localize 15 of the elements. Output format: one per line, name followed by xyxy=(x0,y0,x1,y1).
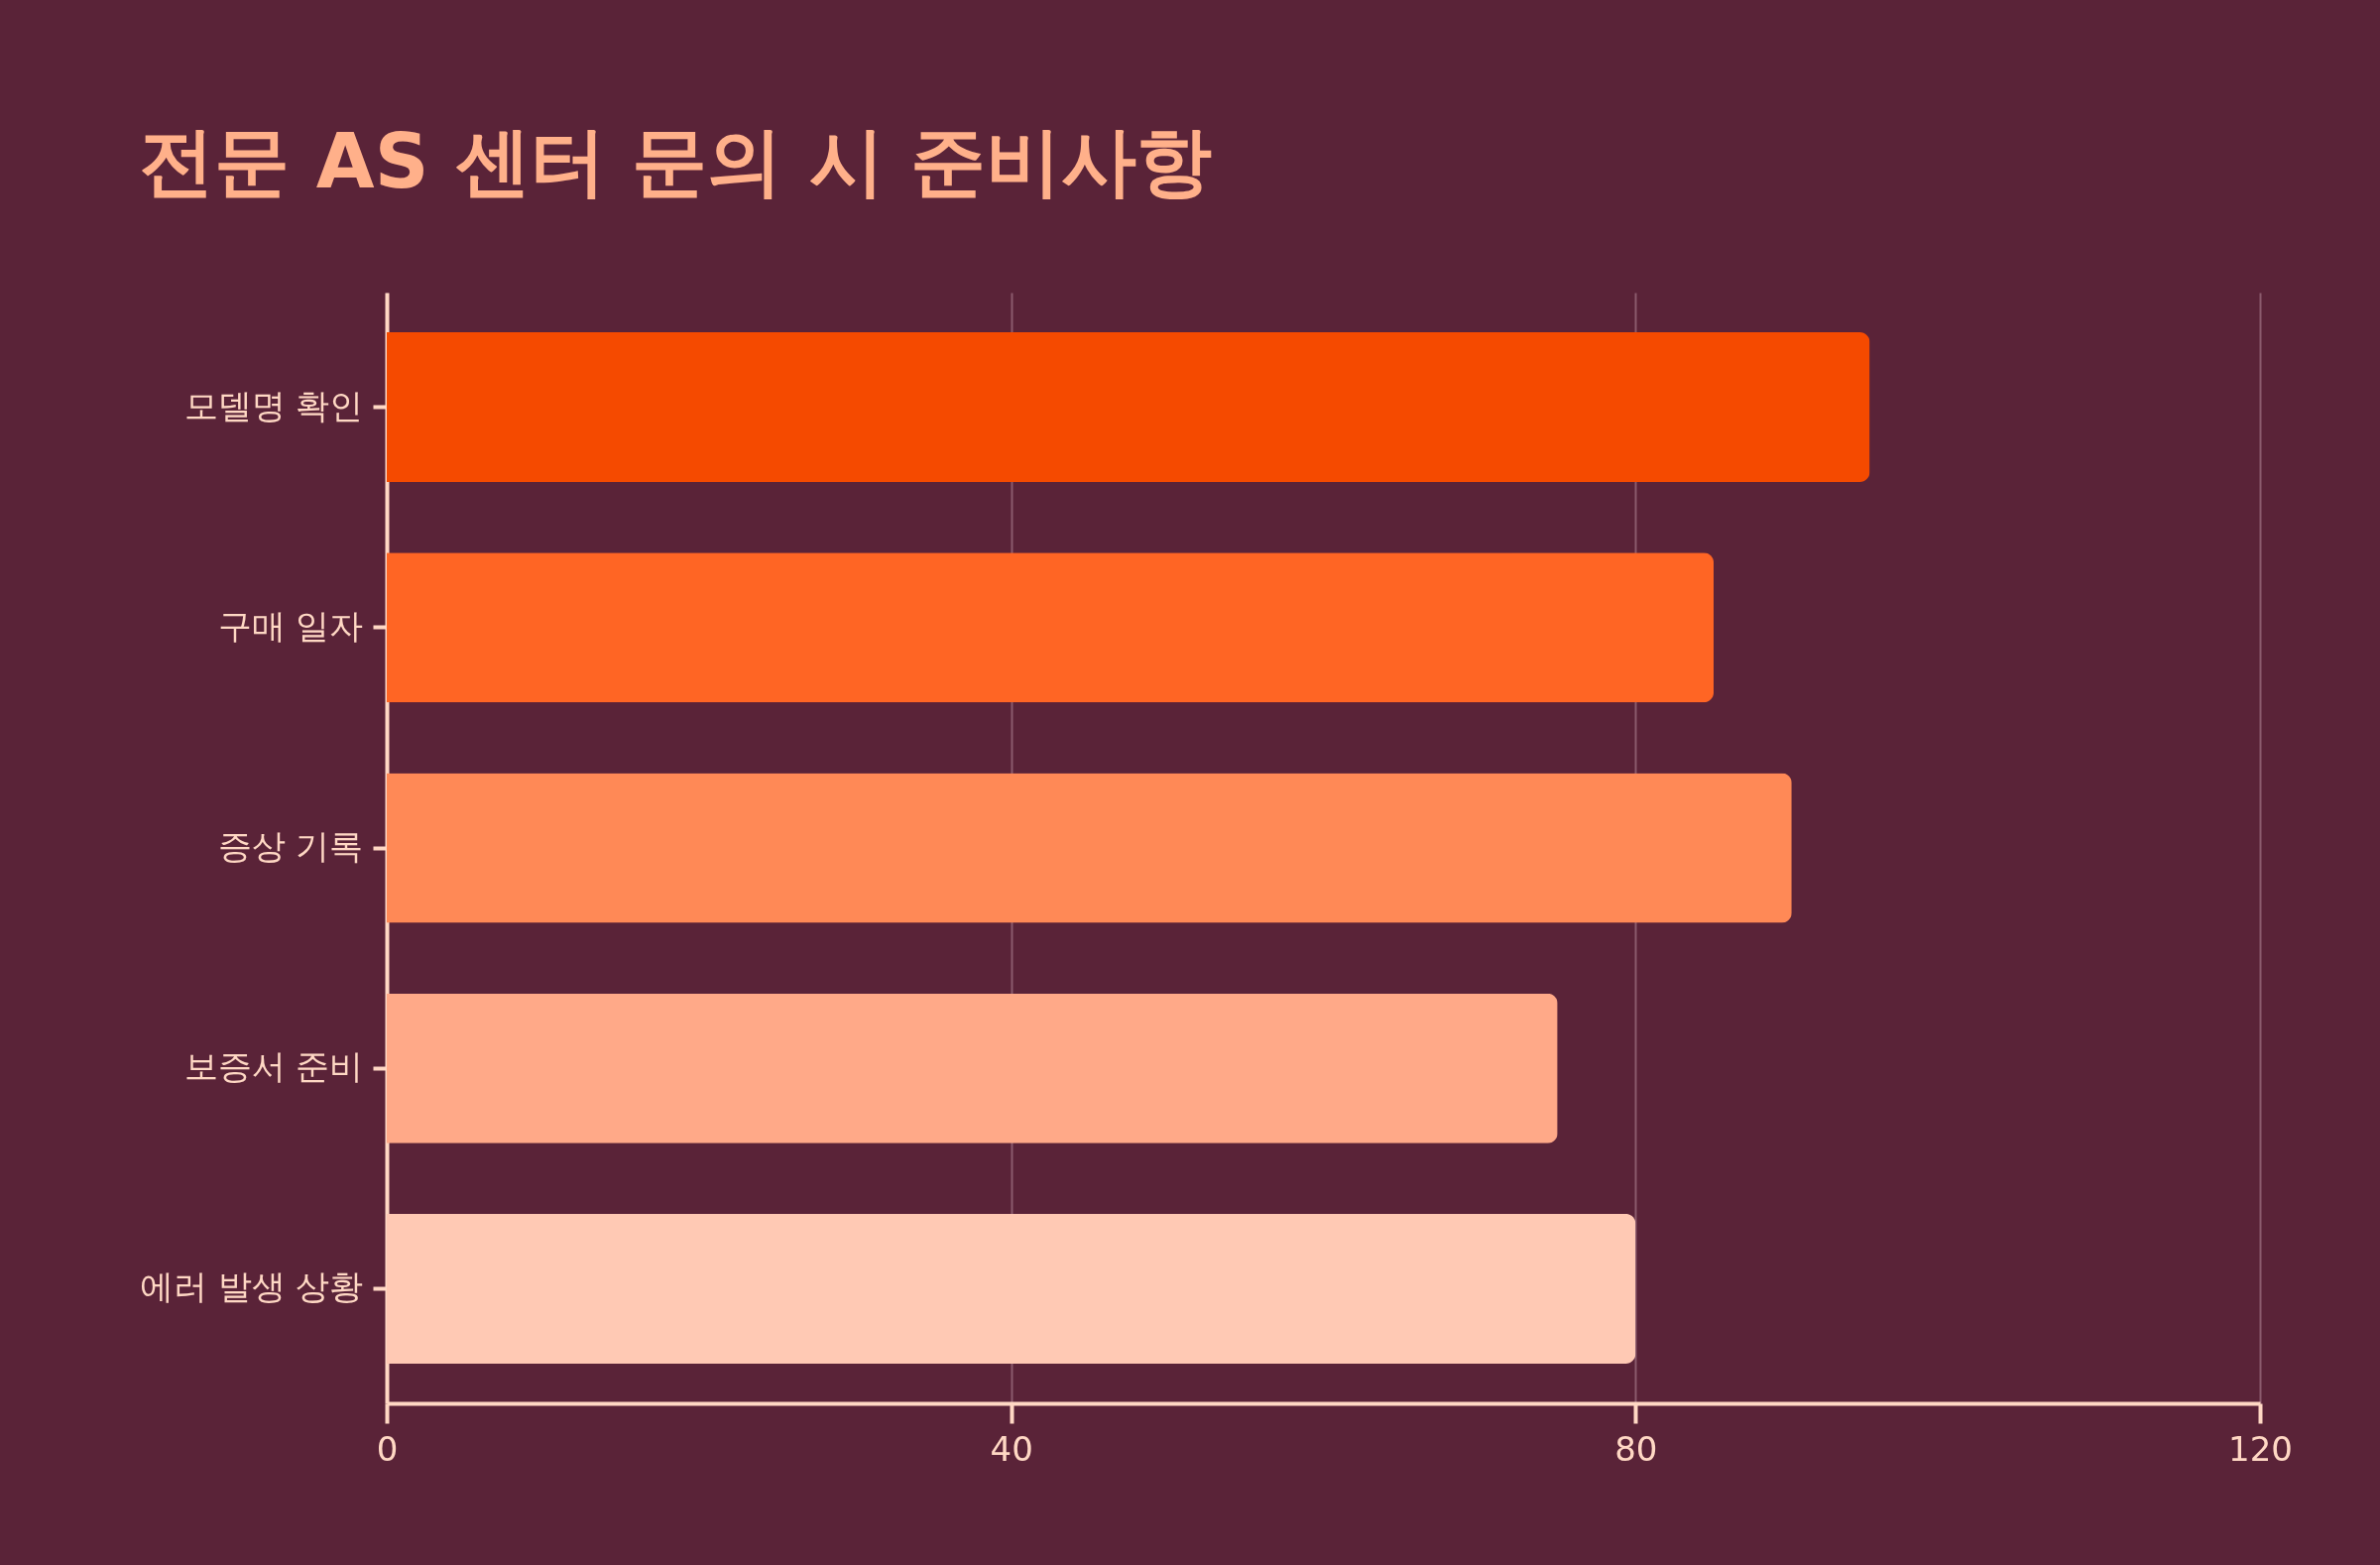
chart-title: 전문 AS 센터 문의 시 준비사항 xyxy=(139,117,1213,205)
bar xyxy=(387,1213,1636,1364)
x-tick-label: 40 xyxy=(990,1428,1033,1469)
y-tick-label: 보증서 준비 xyxy=(183,1046,364,1087)
bar xyxy=(387,332,1870,483)
bar xyxy=(387,552,1715,703)
y-tick-label: 에러 발생 상황 xyxy=(139,1266,364,1307)
bar xyxy=(387,773,1792,923)
y-tick-label: 구매 일자 xyxy=(217,605,364,646)
y-tick-label: 모델명 확인 xyxy=(183,385,364,425)
x-tick-label: 0 xyxy=(376,1428,399,1469)
x-tick-label: 80 xyxy=(1614,1428,1658,1469)
bar xyxy=(387,993,1558,1144)
y-tick-label: 증상 기록 xyxy=(217,826,364,866)
x-tick-label: 120 xyxy=(2228,1428,2293,1469)
